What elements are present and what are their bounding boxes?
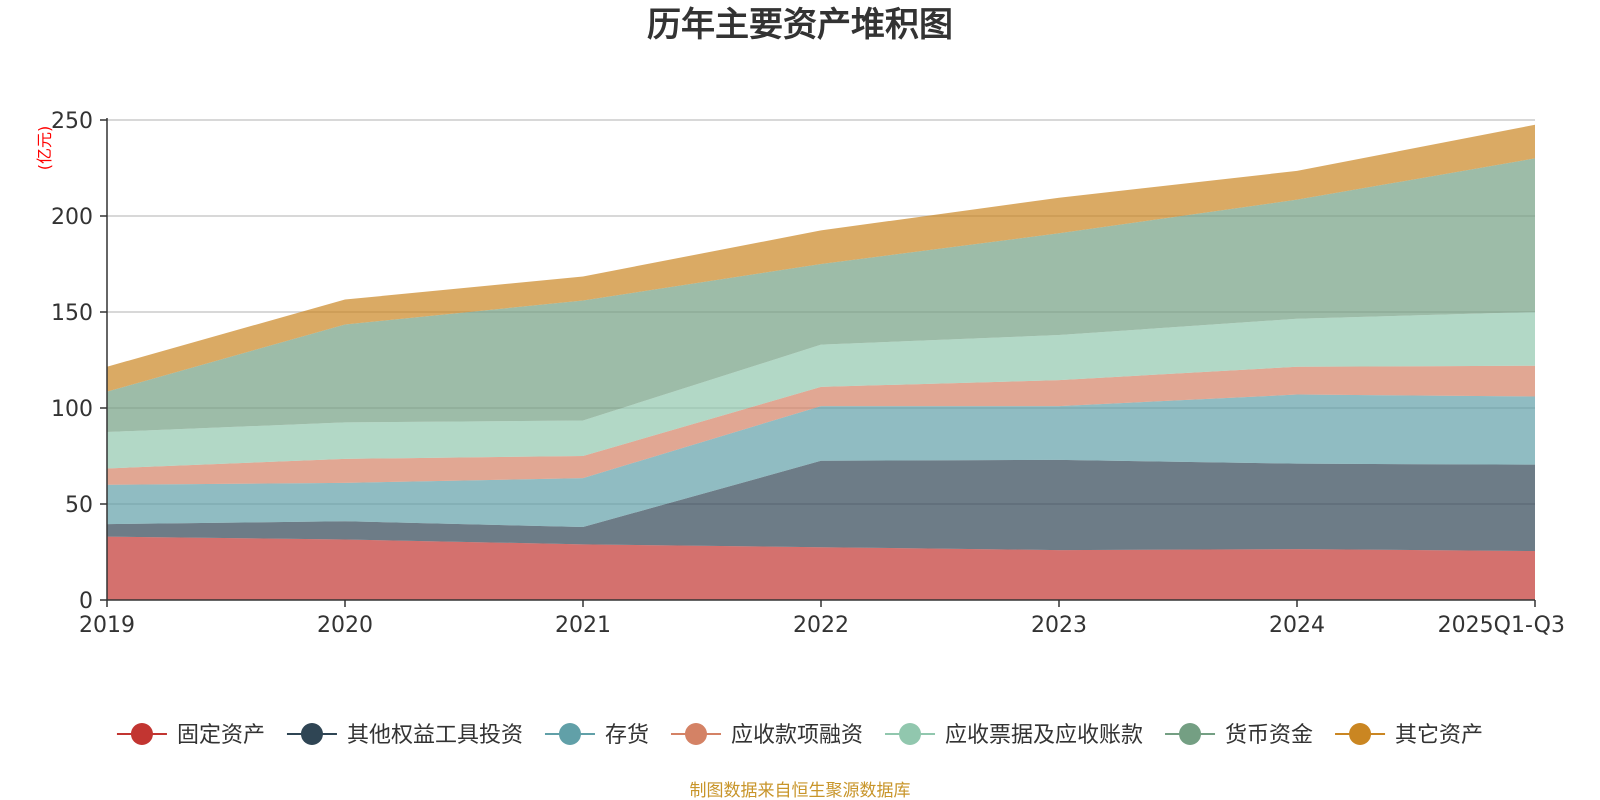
y-tick-label: 250	[51, 109, 93, 134]
legend-label: 其它资产	[1395, 723, 1483, 748]
y-tick-label: 150	[51, 301, 93, 326]
legend-label: 存货	[605, 723, 649, 748]
legend-item-2[interactable]: 其他权益工具投资	[286, 723, 523, 748]
legend-dot-icon	[1179, 723, 1202, 745]
y-tick-label: 200	[51, 205, 93, 230]
axes	[100, 118, 1536, 607]
legend-item-6[interactable]: 货币资金	[1165, 723, 1313, 748]
x-tick-label: 2023	[1031, 613, 1087, 638]
legend-dot-icon	[558, 723, 581, 745]
area-series-1[interactable]	[107, 536, 1535, 600]
area-series-3[interactable]	[107, 394, 1535, 528]
legend-item-3[interactable]: 存货	[544, 723, 649, 748]
x-tick-labels: 2019 2020 2021 2022 2023 2024 2025Q1-Q3	[79, 613, 1565, 638]
legend-item-7[interactable]: 其它资产	[1335, 723, 1483, 748]
legend-label: 固定资产	[177, 723, 265, 748]
legend-label: 应收款项融资	[731, 723, 863, 748]
legend-dot-icon	[899, 723, 922, 745]
area-series	[107, 124, 1535, 600]
legend-dot-icon	[300, 723, 323, 745]
chart-title: 历年主要资产堆积图	[647, 5, 953, 45]
x-tick-label: 2022	[793, 613, 849, 638]
x-tick-label: 2021	[555, 613, 611, 638]
data-source-note: 制图数据来自恒生聚源数据库	[690, 781, 911, 800]
legend-label: 其他权益工具投资	[347, 723, 523, 748]
area-series-4[interactable]	[107, 365, 1535, 485]
legend-item-5[interactable]: 应收票据及应收账款	[885, 723, 1143, 748]
legend: 固定资产 其他权益工具投资 存货 应收款项融资 应收票据及应收账款 货币资金 其它资产	[116, 723, 1483, 748]
y-tick-label: 100	[51, 397, 93, 422]
legend-dot-icon	[1349, 723, 1372, 745]
legend-label: 应收票据及应收账款	[945, 723, 1143, 748]
legend-item-1[interactable]: 固定资产	[116, 723, 265, 748]
area-series-5[interactable]	[107, 312, 1535, 469]
x-tick-label: 2020	[317, 613, 373, 638]
legend-label: 货币资金	[1225, 723, 1313, 748]
x-tick-label: 2024	[1269, 613, 1325, 638]
y-tick-label: 0	[79, 589, 93, 614]
y-axis-unit-label: (亿元)	[35, 126, 54, 171]
legend-dot-icon	[684, 723, 707, 745]
area-series-6[interactable]	[107, 158, 1535, 432]
x-tick-label: 2019	[79, 613, 135, 638]
legend-dot-icon	[130, 723, 153, 745]
legend-item-4[interactable]: 应收款项融资	[670, 723, 863, 748]
x-tick-label: 2025Q1-Q3	[1438, 613, 1565, 638]
area-series-2[interactable]	[107, 459, 1535, 552]
y-tick-labels: 0 50 100 150 200 250	[51, 109, 93, 614]
y-tick-label: 50	[65, 493, 93, 518]
area-series-7[interactable]	[107, 124, 1535, 392]
